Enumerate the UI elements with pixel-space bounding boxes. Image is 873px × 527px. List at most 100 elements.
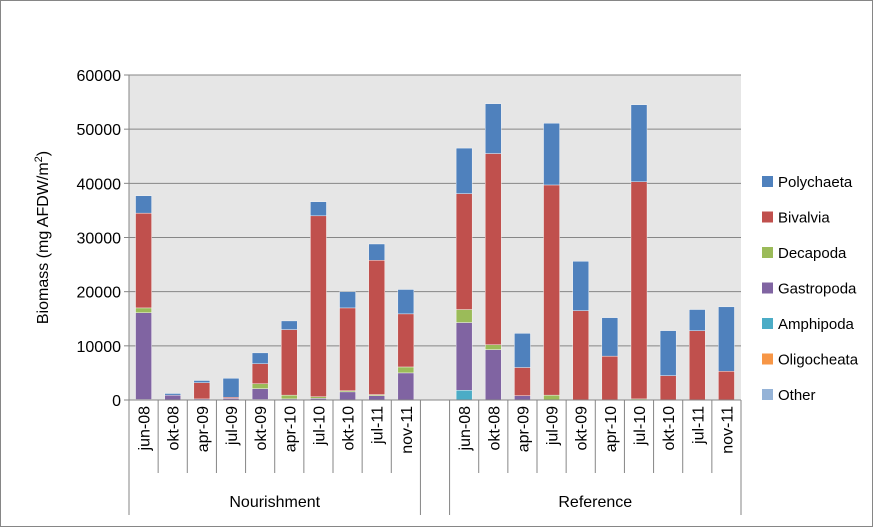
- bar-segment-polychaeta: [543, 123, 560, 186]
- y-axis-label-main: Biomass (mg AFDW/m: [35, 162, 52, 324]
- y-tick-labels: 0 10000 20000 30000 40000 50000 60000: [77, 68, 122, 410]
- bar-segment-bivalvia: [601, 355, 619, 401]
- bar-segment-polychaeta: [281, 320, 298, 330]
- bars: [135, 103, 735, 401]
- bar-segment-polychaeta: [601, 317, 619, 357]
- bar-segment-polychaeta: [310, 201, 327, 217]
- legend-label: Decapoda: [778, 245, 847, 262]
- group-labels: Nourishment Reference: [128, 400, 742, 515]
- x-tick-label: okt-08: [486, 406, 503, 451]
- x-tick-label: nov-11: [399, 406, 416, 454]
- bar-segment-bivalvia: [310, 215, 327, 397]
- bar-segment-polychaeta: [659, 330, 677, 376]
- bar-segment-gastropoda: [251, 388, 269, 400]
- bar-segment-polychaeta: [251, 352, 269, 364]
- x-tick-label: apr-09: [195, 406, 212, 452]
- bar-segment-decapoda: [543, 394, 560, 401]
- x-tick-label: okt-10: [341, 406, 358, 451]
- x-tick-label: jul-10: [311, 406, 328, 446]
- bar-segment-bivalvia: [689, 330, 706, 401]
- group-label: Nourishment: [229, 494, 320, 511]
- legend-label: Oligocheata: [778, 352, 859, 369]
- bar-segment-decapoda: [251, 383, 269, 389]
- bar-segment-gastropoda: [135, 312, 152, 400]
- x-tick-label: okt-10: [661, 406, 678, 451]
- y-tick-label: 60000: [77, 68, 122, 85]
- bar-segment-polychaeta: [368, 243, 385, 261]
- x-tick-labels: jun-08 okt-08 apr-09 jul-09 okt-09 apr-10 jul-…: [137, 406, 737, 454]
- bar-segment-polychaeta: [572, 261, 589, 311]
- y-tick-label: 0: [112, 393, 121, 410]
- legend-label: Polychaeta: [778, 174, 853, 191]
- bar-segment-bivalvia: [251, 363, 269, 384]
- y-tick-label: 50000: [77, 122, 122, 139]
- bar-segment-polychaeta: [193, 380, 211, 383]
- bar-segment-decapoda: [397, 366, 415, 374]
- x-tick-label: okt-09: [574, 406, 591, 451]
- x-tick-label: okt-08: [166, 406, 183, 451]
- x-tick-label: jun-08: [137, 406, 154, 452]
- bar-segment-gastropoda: [368, 395, 385, 401]
- x-tick-label: jul-11: [370, 406, 387, 445]
- bar-segment-polychaeta: [397, 289, 415, 315]
- x-tick-label: jul-10: [632, 406, 649, 446]
- bar-segment-bivalvia: [397, 313, 415, 368]
- x-tick-label: apr-10: [603, 406, 620, 452]
- bar-segment-polychaeta: [514, 333, 531, 368]
- bar-segment-gastropoda: [514, 395, 531, 401]
- bar-segment-bivalvia: [630, 181, 648, 400]
- bar-segment-bivalvia: [193, 382, 211, 400]
- bar-segment-bivalvia: [339, 307, 356, 391]
- bar-segment-polychaeta: [485, 103, 502, 154]
- bar-segment-decapoda: [310, 396, 327, 399]
- y-axis-label-sup: 2: [33, 156, 45, 162]
- bar-segment-decapoda: [485, 344, 502, 350]
- x-tick-label: okt-09: [253, 406, 270, 451]
- legend-swatch: [762, 318, 773, 329]
- y-axis-label: Biomass (mg AFDW/m2): [33, 151, 52, 324]
- bar-segment-polychaeta: [164, 393, 181, 396]
- axes: [128, 75, 741, 401]
- bar-segment-polychaeta: [135, 195, 152, 214]
- y-tick-label: 10000: [77, 339, 122, 356]
- legend-swatch: [762, 389, 773, 400]
- x-tick-label: apr-09: [515, 406, 532, 452]
- y-tick-label: 20000: [77, 285, 122, 302]
- bar-segment-polychaeta: [630, 104, 648, 182]
- bar-segment-bivalvia: [718, 371, 735, 401]
- legend-swatch: [762, 176, 773, 187]
- bar-segment-bivalvia: [368, 260, 385, 395]
- bar-segment-bivalvia: [659, 375, 677, 401]
- x-tick-label: jun-08: [457, 406, 474, 452]
- bar-segment-gastropoda: [485, 349, 502, 401]
- y-tick-label: 30000: [77, 231, 122, 248]
- bar-segment-polychaeta: [222, 378, 240, 398]
- y-tick-label: 40000: [77, 176, 122, 193]
- legend-swatch: [762, 282, 773, 294]
- bar-segment-bivalvia: [514, 367, 531, 396]
- bar-segment-bivalvia: [455, 193, 473, 310]
- legend-label: Bivalvia: [778, 210, 830, 227]
- x-tick-label: nov-11: [719, 406, 736, 454]
- x-tick-label: jul-11: [690, 406, 707, 445]
- bar-segment-gastropoda: [339, 391, 356, 401]
- bar-segment-polychaeta: [689, 309, 706, 331]
- legend-swatch: [762, 247, 773, 258]
- x-tick-label: apr-10: [282, 406, 299, 452]
- bar-segment-bivalvia: [543, 184, 560, 396]
- bar-segment-bivalvia: [135, 212, 152, 309]
- bar-segment-gastropoda: [455, 322, 473, 391]
- y-axis-label-tail: ): [35, 151, 52, 156]
- legend-label: Other: [778, 387, 816, 404]
- bar-segment-amphipoda: [455, 390, 473, 401]
- bar-segment-gastropoda: [164, 394, 181, 401]
- bar-segment-polychaeta: [339, 291, 356, 309]
- bar-segment-gastropoda: [397, 372, 415, 401]
- x-tick-label: jul-09: [224, 406, 241, 446]
- bar-segment-bivalvia: [281, 329, 298, 396]
- bar-segment-decapoda: [281, 394, 298, 400]
- legend-swatch: [762, 211, 773, 223]
- x-tick-label: jul-09: [545, 406, 562, 446]
